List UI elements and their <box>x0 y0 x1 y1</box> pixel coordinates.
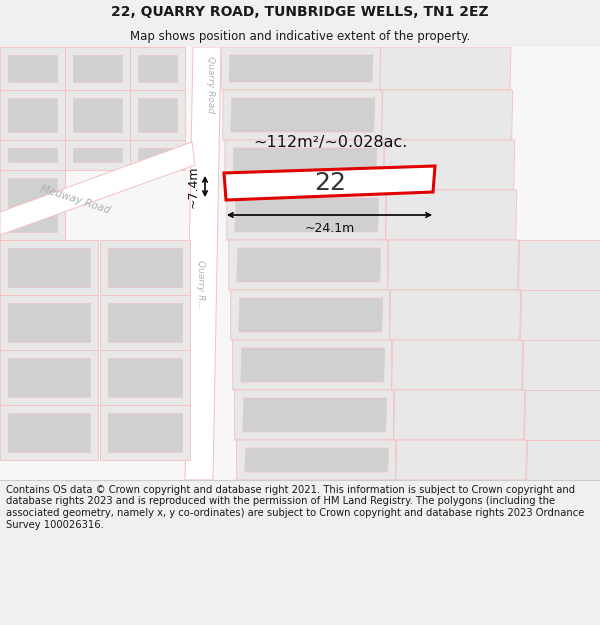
Polygon shape <box>8 178 57 232</box>
Polygon shape <box>518 240 600 290</box>
Polygon shape <box>100 295 190 350</box>
Polygon shape <box>221 47 380 90</box>
Polygon shape <box>0 295 98 350</box>
Polygon shape <box>8 248 90 287</box>
Polygon shape <box>65 140 130 170</box>
Polygon shape <box>65 90 130 140</box>
Polygon shape <box>185 47 221 480</box>
Polygon shape <box>73 55 122 82</box>
Polygon shape <box>394 390 525 440</box>
Polygon shape <box>233 340 392 390</box>
Polygon shape <box>73 98 122 132</box>
Polygon shape <box>235 198 379 232</box>
Polygon shape <box>522 340 600 390</box>
Polygon shape <box>108 248 182 287</box>
Polygon shape <box>237 248 381 282</box>
Polygon shape <box>236 440 396 480</box>
Polygon shape <box>0 405 98 460</box>
Polygon shape <box>0 140 65 170</box>
Polygon shape <box>130 47 185 90</box>
Polygon shape <box>243 398 387 432</box>
Polygon shape <box>380 47 511 90</box>
Polygon shape <box>0 240 98 295</box>
Polygon shape <box>390 290 521 340</box>
Polygon shape <box>526 440 600 480</box>
Text: ~7.4m: ~7.4m <box>187 165 199 208</box>
Polygon shape <box>100 240 190 295</box>
Polygon shape <box>73 148 122 162</box>
Polygon shape <box>231 98 375 132</box>
Polygon shape <box>0 170 65 240</box>
Polygon shape <box>0 350 98 405</box>
Polygon shape <box>65 47 130 90</box>
Polygon shape <box>8 358 90 397</box>
Polygon shape <box>8 413 90 452</box>
Polygon shape <box>0 142 195 235</box>
Polygon shape <box>239 298 383 332</box>
Polygon shape <box>100 350 190 405</box>
Polygon shape <box>384 140 515 190</box>
Text: 22: 22 <box>314 171 346 195</box>
Polygon shape <box>108 413 182 452</box>
Polygon shape <box>382 90 513 140</box>
Polygon shape <box>108 358 182 397</box>
Text: ~112m²/~0.028ac.: ~112m²/~0.028ac. <box>253 134 407 149</box>
Polygon shape <box>230 290 390 340</box>
Polygon shape <box>386 190 517 240</box>
Polygon shape <box>229 55 373 82</box>
Polygon shape <box>0 90 65 140</box>
Polygon shape <box>8 98 57 132</box>
Text: Contains OS data © Crown copyright and database right 2021. This information is : Contains OS data © Crown copyright and d… <box>6 485 584 529</box>
Text: ~24.1m: ~24.1m <box>304 221 355 234</box>
Polygon shape <box>138 98 177 132</box>
Polygon shape <box>392 340 523 390</box>
Text: Medway Road: Medway Road <box>39 184 111 216</box>
Polygon shape <box>130 140 185 170</box>
Polygon shape <box>225 140 384 190</box>
Polygon shape <box>0 47 65 90</box>
Polygon shape <box>8 303 90 342</box>
Polygon shape <box>138 148 177 162</box>
Text: Map shows position and indicative extent of the property.: Map shows position and indicative extent… <box>130 30 470 43</box>
Polygon shape <box>235 390 394 440</box>
Text: Quarry R...: Quarry R... <box>196 261 205 309</box>
Polygon shape <box>396 440 527 480</box>
Polygon shape <box>245 448 389 472</box>
Polygon shape <box>108 303 182 342</box>
Polygon shape <box>520 290 600 340</box>
Polygon shape <box>233 148 377 182</box>
Text: Quarry Road: Quarry Road <box>205 56 215 114</box>
Text: 22, QUARRY ROAD, TUNBRIDGE WELLS, TN1 2EZ: 22, QUARRY ROAD, TUNBRIDGE WELLS, TN1 2E… <box>111 5 489 19</box>
Polygon shape <box>138 55 177 82</box>
Polygon shape <box>130 90 185 140</box>
Polygon shape <box>100 405 190 460</box>
Polygon shape <box>224 166 435 200</box>
Polygon shape <box>241 348 385 382</box>
Polygon shape <box>223 90 382 140</box>
Polygon shape <box>8 55 57 82</box>
Polygon shape <box>229 240 388 290</box>
Polygon shape <box>388 240 519 290</box>
Polygon shape <box>227 190 386 240</box>
Polygon shape <box>8 148 57 162</box>
Polygon shape <box>524 390 600 440</box>
